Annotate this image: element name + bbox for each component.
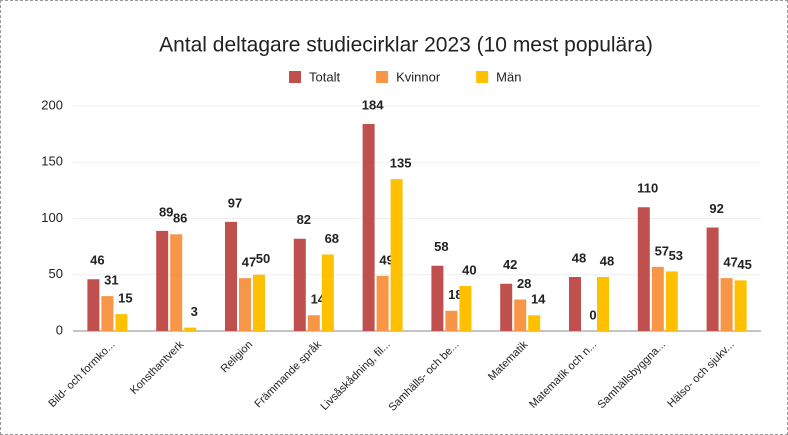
value-label: 46 xyxy=(90,253,104,268)
value-label: 47 xyxy=(723,255,737,270)
x-tick-label: Främmande språk xyxy=(252,338,324,410)
value-label: 92 xyxy=(709,201,723,216)
value-label: 110 xyxy=(637,181,658,196)
value-label: 57 xyxy=(655,243,669,258)
value-label: 82 xyxy=(297,212,311,227)
legend-swatch xyxy=(476,71,489,83)
bar xyxy=(720,278,733,331)
value-label: 40 xyxy=(462,262,476,277)
bar xyxy=(500,283,513,331)
legend-label: Totalt xyxy=(309,69,340,84)
bar xyxy=(445,310,458,331)
value-label: 31 xyxy=(104,273,118,288)
value-label: 48 xyxy=(600,253,614,268)
bar xyxy=(514,299,527,331)
value-label: 50 xyxy=(256,251,270,266)
bar xyxy=(569,277,581,331)
value-label: 18 xyxy=(448,287,462,302)
bar xyxy=(156,230,169,331)
x-tick-label: Religion xyxy=(219,339,256,376)
value-label: 58 xyxy=(434,239,448,254)
value-label: 28 xyxy=(517,276,531,291)
value-label: 97 xyxy=(228,195,242,210)
y-tick-label: 50 xyxy=(49,266,63,281)
bar xyxy=(101,296,114,331)
value-label: 48 xyxy=(572,250,586,265)
bar xyxy=(597,277,609,331)
y-tick-label: 150 xyxy=(41,154,63,169)
value-label: 47 xyxy=(242,255,256,270)
value-label: 89 xyxy=(159,204,173,219)
value-label: 15 xyxy=(118,291,132,306)
bar xyxy=(734,280,747,331)
value-label: 184 xyxy=(362,97,384,112)
bar xyxy=(431,265,444,331)
value-label: 53 xyxy=(669,248,683,263)
legend-swatch xyxy=(289,71,301,83)
bar xyxy=(528,315,541,331)
x-tick-label: Samhälls- och be... xyxy=(387,339,462,414)
bar xyxy=(376,275,389,331)
y-tick-label: 0 xyxy=(56,322,63,337)
value-label: 45 xyxy=(737,257,751,272)
bar xyxy=(651,266,664,331)
x-tick-label: Matematik xyxy=(486,338,531,383)
bar xyxy=(253,274,265,331)
value-label: 86 xyxy=(173,211,187,226)
y-tick-label: 100 xyxy=(41,210,63,225)
bar xyxy=(170,234,183,331)
value-label: 3 xyxy=(191,304,198,319)
value-label: 49 xyxy=(379,252,393,267)
bar xyxy=(115,314,128,331)
legend: Totalt Kvinnor Män xyxy=(289,69,521,84)
x-tick-label: Matematik och n... xyxy=(527,339,599,411)
bar xyxy=(459,286,472,331)
bar xyxy=(184,327,197,331)
x-tick-label: Bild- och formko... xyxy=(46,339,117,410)
bar xyxy=(706,227,719,331)
legend-swatch xyxy=(376,71,389,83)
bar xyxy=(225,221,237,331)
bar xyxy=(362,124,375,331)
legend-label: Män xyxy=(496,69,521,84)
bar xyxy=(321,254,334,331)
x-tick-label: Hälso- och sjukv... xyxy=(665,339,736,410)
bar xyxy=(239,278,251,331)
x-tick-label: Livsåskådning, fil... xyxy=(319,339,393,413)
value-label: 68 xyxy=(325,231,339,246)
value-label: 14 xyxy=(531,292,546,307)
x-tick-label: Konsthantverk xyxy=(128,338,187,397)
bar xyxy=(665,271,678,331)
chart-title: Antal deltagare studiecirklar 2023 (10 m… xyxy=(159,34,653,57)
value-label: 42 xyxy=(503,257,517,272)
bar xyxy=(390,179,403,331)
bar xyxy=(87,279,100,331)
bar xyxy=(637,207,650,331)
legend-label: Kvinnor xyxy=(396,69,441,84)
value-label: 0 xyxy=(589,307,596,322)
value-label: 135 xyxy=(390,156,412,171)
bar xyxy=(307,315,320,331)
x-tick-label: Samhällsbyggna... xyxy=(595,339,667,411)
bar xyxy=(293,238,306,331)
y-tick-label: 200 xyxy=(41,97,63,112)
